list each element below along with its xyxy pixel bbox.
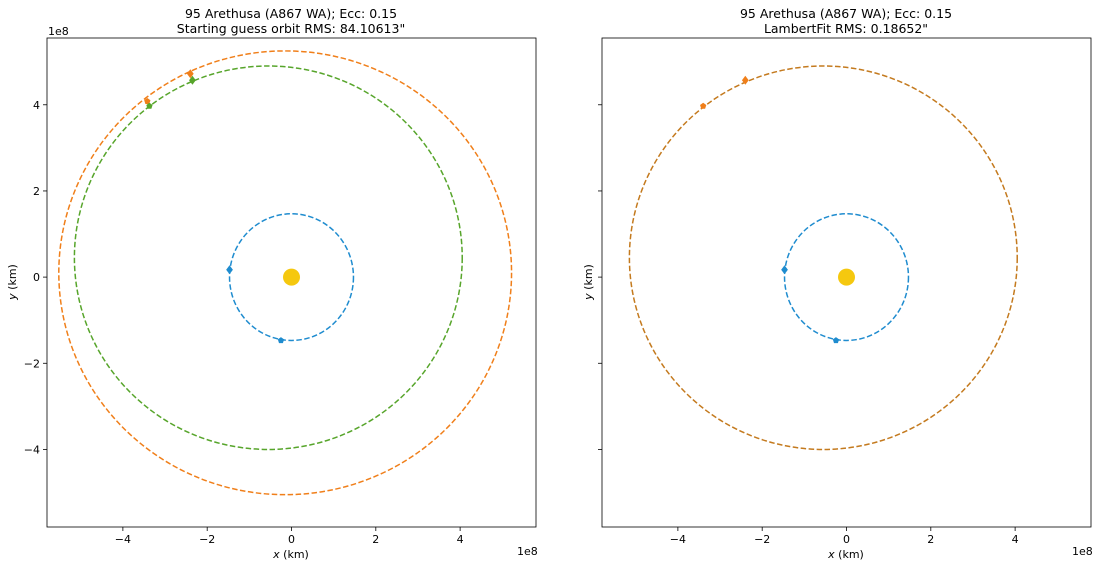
x-axis-label: x (km) <box>272 548 309 561</box>
x-tick-label: −4 <box>115 533 131 546</box>
x-offset-label: 1e8 <box>1072 545 1093 558</box>
y-offset-label: 1e8 <box>48 25 69 38</box>
x-tick-label: −2 <box>754 533 770 546</box>
earth-orbit <box>228 213 355 342</box>
plot-area: −4 −2 0 2 4 <box>598 37 1092 546</box>
x-tick-label: −4 <box>670 533 686 546</box>
y-tick-label: 2 <box>33 185 40 198</box>
plot-contents <box>628 65 1018 451</box>
sun-marker <box>283 268 300 286</box>
y-tick-label: −2 <box>24 357 40 370</box>
fit-pos-1 <box>741 75 749 85</box>
x-tick-label: 2 <box>372 533 379 546</box>
plot-contents <box>58 50 513 496</box>
x-offset-label: 1e8 <box>517 545 538 558</box>
earth-pos-2 <box>832 337 840 344</box>
earth-pos-1 <box>781 265 788 275</box>
earth-pos-1 <box>226 265 233 275</box>
guess-orbit <box>58 50 513 496</box>
x-axis-label: x (km) <box>827 548 864 561</box>
earth-pos-2 <box>277 337 285 344</box>
sun-marker <box>838 268 855 286</box>
fit-pos-2 <box>146 102 153 109</box>
left-plot-panel: 95 Arethusa (A867 WA); Ecc: 0.15 Startin… <box>6 6 538 561</box>
guess-pos-2 <box>144 98 151 104</box>
y-tick-label: 0 <box>33 271 40 284</box>
y-axis-label: y (km) <box>582 264 595 301</box>
fit-pos-2 <box>700 102 707 109</box>
plot-title-line2: Starting guess orbit RMS: 84.10613" <box>177 21 405 36</box>
y-tick-label: 4 <box>33 99 40 112</box>
x-tick-label: −2 <box>199 533 215 546</box>
guess-pos-1 <box>186 69 194 79</box>
right-plot-panel: 95 Arethusa (A867 WA); Ecc: 0.15 Lambert… <box>582 6 1093 561</box>
x-tick-label: 0 <box>843 533 850 546</box>
earth-orbit <box>783 213 910 342</box>
fitted-orbit <box>628 65 1018 451</box>
x-tick-label: 4 <box>457 533 464 546</box>
plot-title-line1: 95 Arethusa (A867 WA); Ecc: 0.15 <box>740 6 952 21</box>
x-tick-label: 0 <box>288 533 295 546</box>
x-tick-label: 4 <box>1012 533 1019 546</box>
y-tick-label: −4 <box>24 443 40 456</box>
y-axis-label: y (km) <box>6 264 19 301</box>
fitted-orbit <box>73 65 463 451</box>
plot-area: −4 −2 0 2 4 −4 −2 0 2 4 <box>24 37 537 546</box>
plot-title-line1: 95 Arethusa (A867 WA); Ecc: 0.15 <box>185 6 397 21</box>
fit-pos-1 <box>189 75 196 85</box>
x-tick-label: 2 <box>927 533 934 546</box>
plot-title-line2: LambertFit RMS: 0.18652" <box>764 21 928 36</box>
